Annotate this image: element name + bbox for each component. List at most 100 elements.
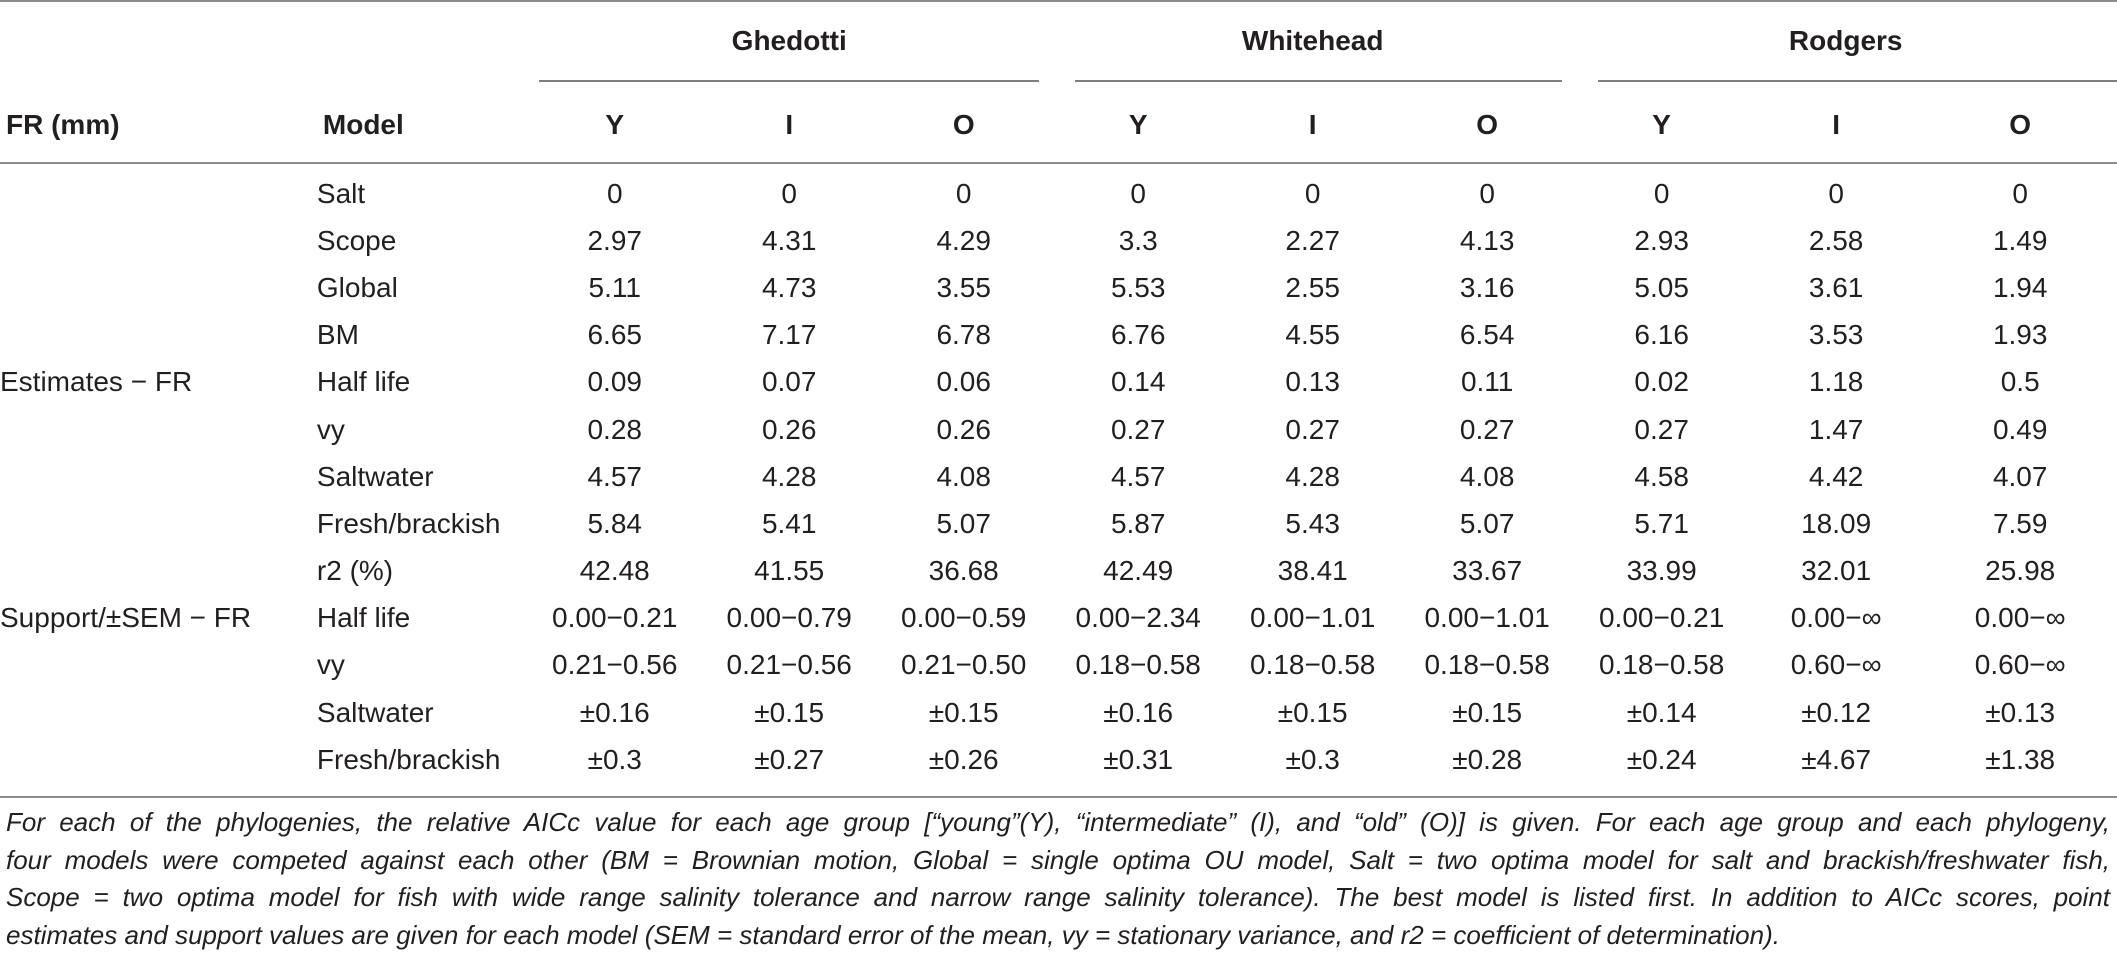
table-cell: 2.97 xyxy=(587,224,642,256)
row-section-label xyxy=(0,736,317,783)
table-cell: 5.07 xyxy=(1459,507,1515,539)
table-cell: 0.27 xyxy=(1110,413,1166,445)
table-cell: 38.41 xyxy=(1277,555,1348,587)
table-row: Scope 2.97 4.31 4.29 3.3 2.27 4.13 2.93 2.58 1.49 xyxy=(0,217,2117,264)
table-cell: 2.27 xyxy=(1285,224,1340,256)
table-cell: 2.55 xyxy=(1285,271,1340,303)
table-cell: 0.18−0.58 xyxy=(1424,649,1550,681)
table-cell: 0.49 xyxy=(1992,413,2048,445)
row-section-label xyxy=(0,642,317,689)
row-model-label: r2 (%) xyxy=(316,555,394,587)
table-cell: ±0.3 xyxy=(1285,743,1340,775)
table-cell: 0.00−0.21 xyxy=(552,602,678,634)
table-cell: 0.11 xyxy=(1460,366,1514,398)
table-cell: 0.09 xyxy=(587,366,642,398)
table-row: BM 6.65 7.17 6.78 6.76 4.55 6.54 6.16 3.53 1.93 xyxy=(0,312,2117,359)
table-cell: ±0.12 xyxy=(1801,696,1872,728)
column-header-row: FR (mm) Model Y I O Y I O Y I O xyxy=(0,88,2117,163)
table-cell: 0.5 xyxy=(2000,366,2040,398)
table-cell: 4.42 xyxy=(1808,460,1864,492)
table-cell: 4.58 xyxy=(1634,460,1689,492)
row-model-label: vy xyxy=(316,649,345,681)
row-section-label xyxy=(0,264,317,311)
table-cell: 0.13 xyxy=(1285,366,1340,398)
table-cell: ±0.31 xyxy=(1103,743,1174,775)
row-model-label: Global xyxy=(316,271,398,303)
table-cell: 3.3 xyxy=(1118,224,1158,256)
table-cell: 4.73 xyxy=(761,271,817,303)
row-section-label xyxy=(0,453,317,500)
table-cell: 0.14 xyxy=(1110,366,1166,398)
table-cell: 4.13 xyxy=(1459,224,1515,256)
table-cell: 0.27 xyxy=(1285,413,1340,445)
table-cell: ±4.67 xyxy=(1801,743,1872,775)
table-cell: 0 xyxy=(781,177,797,209)
table-cell: 0.18−0.58 xyxy=(1250,649,1376,681)
table-cell: 3.16 xyxy=(1459,271,1515,303)
row-section-label: Support/±SEM − FR xyxy=(0,602,252,634)
row-section-label xyxy=(0,689,317,736)
table-cell: 0.00−2.34 xyxy=(1075,602,1201,634)
row-model-label: Scope xyxy=(316,224,397,256)
table-cell: ±0.14 xyxy=(1626,696,1697,728)
table-cell: 3.61 xyxy=(1808,271,1864,303)
table-cell: 1.94 xyxy=(1992,271,2048,303)
row-section-label xyxy=(0,500,317,547)
table-cell: 42.49 xyxy=(1103,555,1174,587)
group-header-row: Ghedotti Whitehead Rodgers xyxy=(0,8,2117,74)
table-cell: 4.28 xyxy=(1285,460,1340,492)
table-cell: 1.18 xyxy=(1808,366,1864,398)
row-model-label: Saltwater xyxy=(316,696,434,728)
column-header-age: Y xyxy=(1128,109,1148,140)
row-model-label: vy xyxy=(316,413,345,445)
table-cell: 7.17 xyxy=(761,319,817,351)
table-cell: 0.00−0.79 xyxy=(726,602,852,634)
table-cell: 5.07 xyxy=(936,507,991,539)
column-header-age: Y xyxy=(605,109,625,140)
table-cell: ±0.27 xyxy=(754,743,825,775)
table-row: Estimates − FR Half life 0.09 0.07 0.06 0.14 0… xyxy=(0,359,2117,406)
table-cell: ±0.24 xyxy=(1626,743,1697,775)
table-cell: 0.27 xyxy=(1634,413,1689,445)
column-header-age: I xyxy=(1308,109,1317,140)
table-cell: 0 xyxy=(1304,177,1321,209)
table-cell: 6.65 xyxy=(587,319,642,351)
table-cell: 2.93 xyxy=(1634,224,1689,256)
table-cell: ±0.15 xyxy=(754,696,825,728)
table-cell: 25.98 xyxy=(1985,555,2056,587)
column-header-age: O xyxy=(952,109,975,140)
table-cell: 0 xyxy=(2012,177,2028,209)
table-cell: ±0.3 xyxy=(587,743,642,775)
table-cell: 4.08 xyxy=(1459,460,1515,492)
header-spacer xyxy=(0,8,317,74)
table-cell: 0.28 xyxy=(587,413,642,445)
table-cell: 6.76 xyxy=(1110,319,1166,351)
table-cell: 0.21−0.56 xyxy=(726,649,852,681)
footnote-line: four models were competed against each o… xyxy=(6,844,2110,875)
table-cell: 0 xyxy=(1479,177,1495,209)
table-cell: ±0.15 xyxy=(1452,696,1523,728)
row-section-label xyxy=(0,312,317,359)
table-cell: 36.68 xyxy=(928,555,999,587)
table-cell: 6.54 xyxy=(1459,319,1515,351)
table-cell: 5.05 xyxy=(1634,271,1689,303)
row-section-label xyxy=(0,163,317,217)
table-cell: ±0.15 xyxy=(1277,696,1348,728)
table-cell: 1.93 xyxy=(1992,319,2048,351)
table-row: Saltwater 4.57 4.28 4.08 4.57 4.28 4.08 4.58 4.4… xyxy=(0,453,2117,500)
table-cell: 0 xyxy=(955,177,972,209)
footnote-line: Scope = two optima model for fish with w… xyxy=(6,882,2110,912)
table-cell: 0.21−0.50 xyxy=(901,649,1027,681)
table-cell: 0.00−∞ xyxy=(1790,602,1882,634)
table-cell: 7.59 xyxy=(1992,507,2048,539)
table-cell: 6.16 xyxy=(1634,319,1689,351)
row-model-label: Salt xyxy=(316,177,366,209)
table-cell: 6.78 xyxy=(936,319,991,351)
table-cell: 0.18−0.58 xyxy=(1598,649,1725,681)
column-header-fr: FR (mm) xyxy=(6,109,120,140)
column-header-age: Y xyxy=(1652,109,1671,140)
column-header-model: Model xyxy=(322,109,404,140)
table-cell: 0.00−1.01 xyxy=(1424,602,1550,634)
table-cell: 0.60−∞ xyxy=(1974,649,2066,681)
row-model-label: BM xyxy=(316,319,359,351)
